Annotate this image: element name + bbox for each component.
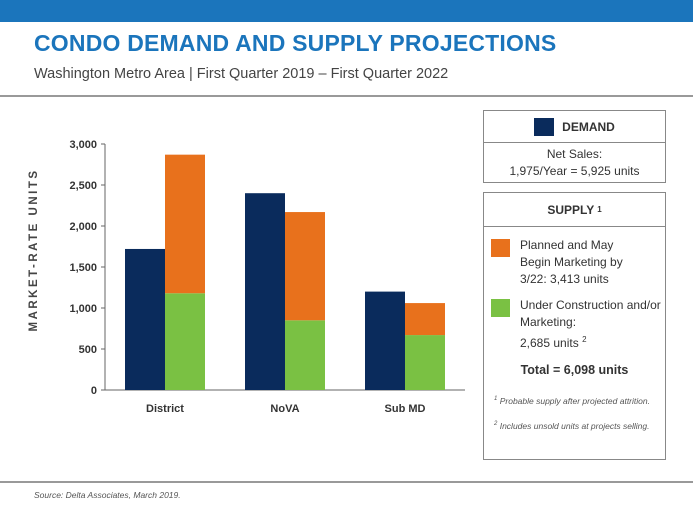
y-tick-label: 500 (79, 344, 97, 356)
bar-demand-sub-md (365, 291, 405, 390)
footnote-1-text: Probable supply after projected attritio… (499, 395, 650, 406)
y-tick-label: 1,500 (69, 262, 97, 274)
construction-line-3: 2,685 units 2 (520, 331, 661, 352)
demand-legend-header: DEMAND (484, 111, 665, 143)
demand-legend-body: Net Sales: 1,975/Year = 5,925 units (484, 143, 665, 180)
construction-line-1: Under Construction and/or (520, 298, 661, 312)
supply-legend-box: SUPPLY 1 Planned and May Begin Marketing … (483, 192, 666, 460)
planned-swatch (491, 239, 510, 257)
legend-item-construction: Under Construction and/or Marketing: 2,6… (491, 297, 661, 352)
legend-item-planned: Planned and May Begin Marketing by 3/22:… (491, 237, 623, 288)
bar-under-construction-nova (285, 320, 325, 390)
bars-group (125, 154, 445, 390)
source-note: Source: Delta Associates, March 2019. (34, 490, 181, 500)
page-title: CONDO DEMAND AND SUPPLY PROJECTIONS (34, 30, 557, 56)
x-axis-labels: District NoVA Sub MD (146, 403, 425, 415)
demand-net-sales-label: Net Sales: (546, 147, 603, 161)
bar-chart: 0 500 1,000 1,500 2,000 2,500 3,000 District No… (69, 139, 465, 415)
demand-legend-label: DEMAND (562, 119, 615, 134)
footnote-2-text: Includes unsold units at projects sellin… (499, 420, 650, 431)
supply-heading: SUPPLY (547, 202, 595, 217)
footnote-1-marker: 1 (494, 396, 498, 402)
y-tick-label: 1,000 (69, 303, 97, 315)
planned-line-1: Planned and May (520, 238, 614, 252)
planned-line-2: Begin Marketing by (520, 255, 623, 269)
construction-swatch (491, 299, 510, 317)
construction-units: 2,685 units (520, 336, 579, 350)
bar-under-construction-sub-md (405, 335, 445, 390)
y-axis-ticks: 0 500 1,000 1,500 2,000 2,500 3,000 (69, 139, 105, 397)
y-tick-label: 2,000 (69, 221, 97, 233)
supply-legend-header: SUPPLY 1 (484, 193, 665, 227)
y-tick-label: 0 (91, 385, 97, 397)
planned-legend-text: Planned and May Begin Marketing by 3/22:… (520, 237, 623, 288)
footnote-1: 1 Probable supply after projected attrit… (494, 394, 654, 407)
supply-heading-footnote: 1 (597, 205, 602, 214)
planned-line-3: 3/22: 3,413 units (520, 272, 609, 286)
demand-net-sales-value: 1,975/Year = 5,925 units (509, 164, 640, 178)
demand-legend-box: DEMAND Net Sales: 1,975/Year = 5,925 uni… (483, 110, 666, 183)
construction-legend-text: Under Construction and/or Marketing: 2,6… (520, 297, 661, 352)
y-tick-label: 2,500 (69, 180, 97, 192)
y-tick-label: 3,000 (69, 139, 97, 151)
supply-total: Total = 6,098 units (520, 363, 629, 377)
bar-planned-sub-md (405, 303, 445, 336)
bar-under-construction-district (165, 293, 205, 390)
top-accent-bar (0, 0, 693, 22)
bar-planned-district (165, 154, 205, 294)
header-divider (0, 95, 693, 97)
bar-planned-nova (285, 212, 325, 321)
footnote-2: 2 Includes unsold units at projects sell… (494, 419, 654, 432)
construction-footnote: 2 (582, 335, 587, 344)
footer-divider (0, 481, 693, 483)
page-subtitle: Washington Metro Area | First Quarter 20… (34, 66, 449, 82)
bar-demand-nova (245, 193, 285, 390)
construction-line-2: Marketing: (520, 315, 577, 329)
demand-swatch (534, 117, 555, 136)
footnote-2-marker: 2 (494, 421, 498, 427)
x-tick-label: NoVA (270, 403, 299, 415)
bar-demand-district (125, 248, 165, 390)
x-tick-label: District (146, 403, 184, 415)
x-tick-label: Sub MD (385, 403, 426, 415)
